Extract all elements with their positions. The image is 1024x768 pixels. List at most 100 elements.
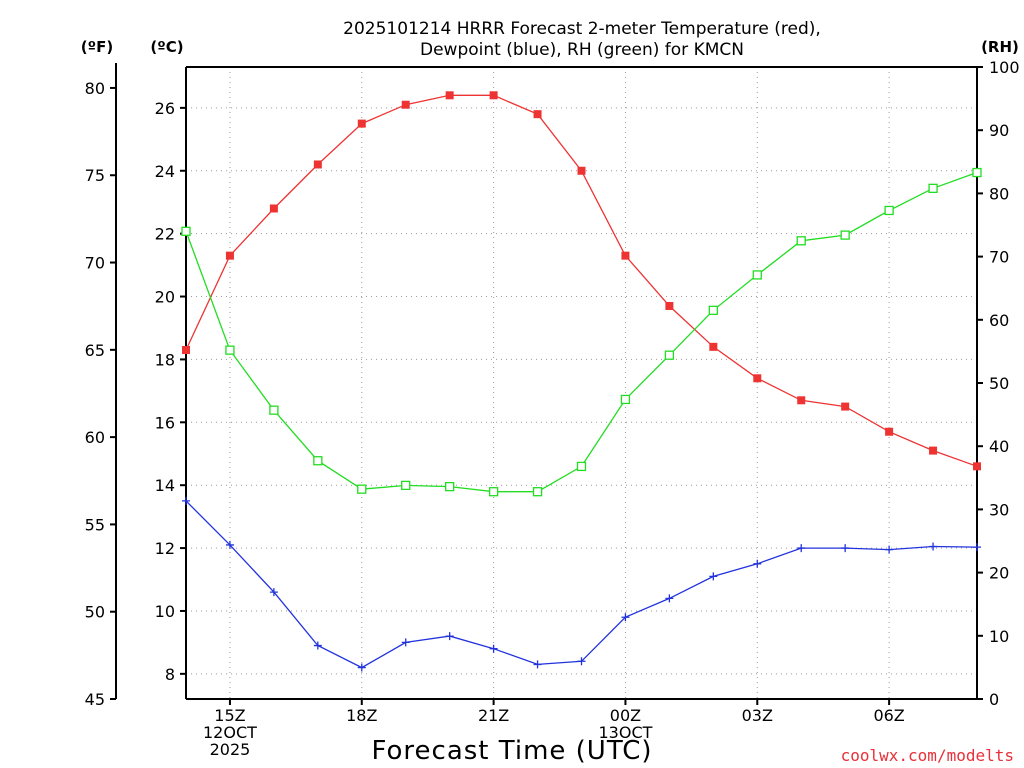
dewpoint-point xyxy=(797,544,806,553)
fahrenheit-tick-label: 45 xyxy=(85,690,105,709)
dewpoint-point xyxy=(445,632,454,641)
temperature-point xyxy=(489,91,498,100)
dewpoint-point xyxy=(357,663,366,672)
dewpoint-point xyxy=(753,559,762,568)
temperature-point xyxy=(885,427,894,436)
dewpoint-point xyxy=(577,657,586,666)
rh-point xyxy=(840,230,850,240)
rh-point xyxy=(620,394,631,405)
temperature-point xyxy=(797,396,806,405)
grid xyxy=(186,67,977,699)
rh-point xyxy=(576,461,587,472)
rh-point xyxy=(269,405,279,415)
temperature-point xyxy=(973,462,981,471)
x-axis-label: Forecast Time (UTC) xyxy=(371,736,652,766)
fahrenheit-tick-label: 80 xyxy=(85,79,105,98)
temperature-point xyxy=(357,119,366,128)
x-tick-label: 21Z xyxy=(478,706,509,725)
rh-point xyxy=(225,345,235,355)
dewpoint-point xyxy=(489,644,498,653)
dewpoint-point xyxy=(665,594,674,603)
rh-point xyxy=(796,236,806,246)
celsius-tick-label: 26 xyxy=(155,99,175,118)
rh-point xyxy=(928,183,938,193)
celsius-tick-label: 18 xyxy=(155,350,175,369)
celsius-tick-label: 20 xyxy=(155,288,175,307)
dewpoint-line xyxy=(185,500,978,669)
celsius-tick-label: 12 xyxy=(155,539,175,558)
rh-point xyxy=(884,205,894,216)
dewpoint-point xyxy=(973,543,981,552)
x-tick-label: 12OCT xyxy=(203,723,257,742)
x-tick-label: 13OCT xyxy=(598,723,652,742)
dewpoint-point xyxy=(885,545,894,554)
rh-tick-label: 40 xyxy=(989,437,1009,456)
rh-point xyxy=(181,226,191,236)
celsius-unit-label: (ºC) xyxy=(150,38,183,56)
temperature-point xyxy=(401,100,410,109)
temperature-point xyxy=(665,301,674,310)
celsius-tick-label: 24 xyxy=(155,162,175,181)
chart-title: 2025101214 HRRR Forecast 2-meter Tempera… xyxy=(343,19,821,60)
dewpoint-point xyxy=(225,540,234,549)
celsius-tick-label: 16 xyxy=(155,413,175,432)
temperature-point xyxy=(445,91,454,100)
rh-tick-label: 60 xyxy=(989,311,1009,330)
dewpoint-point xyxy=(401,638,410,647)
dewpoint-point xyxy=(269,588,278,597)
x-tick-label: 18Z xyxy=(346,706,377,725)
rh-point xyxy=(532,487,543,497)
rh-point xyxy=(972,167,982,178)
fahrenheit-tick-label: 55 xyxy=(85,515,105,534)
dewpoint-point xyxy=(182,496,190,505)
x-tick-label: 00Z xyxy=(610,706,641,725)
rh-line xyxy=(185,171,978,493)
fahrenheit-tick-label: 75 xyxy=(85,166,105,185)
dewpoint-point xyxy=(313,641,322,650)
chart-title-line-2: Dewpoint (blue), RH (green) for KMCN xyxy=(420,40,744,60)
temperature-point xyxy=(753,374,762,383)
rh-point xyxy=(445,481,455,492)
rh-tick-label: 30 xyxy=(989,500,1009,519)
x-tick-label: 06Z xyxy=(873,706,904,725)
axes: 45 50 55 60 65 70 75 80 8 10 12 14 16 18 20 22 24 26 0 10 20… xyxy=(85,58,1020,759)
temperature-point xyxy=(841,402,850,411)
celsius-tick-label: 8 xyxy=(165,665,175,684)
fahrenheit-tick-label: 70 xyxy=(85,254,105,273)
rh-tick-label: 80 xyxy=(989,184,1009,203)
x-tick-label: 03Z xyxy=(742,706,773,725)
rh-point xyxy=(752,270,762,280)
dewpoint-point xyxy=(841,544,850,553)
dewpoint-point xyxy=(929,542,938,551)
rh-tick-label: 50 xyxy=(989,374,1009,393)
rh-tick-label: 20 xyxy=(989,564,1009,583)
temperature-point xyxy=(709,342,718,351)
dewpoint-point xyxy=(533,660,542,669)
dewpoint-point xyxy=(621,613,630,622)
temperature-point xyxy=(577,166,586,175)
rh-point xyxy=(313,456,323,466)
fahrenheit-unit-label: (ºF) xyxy=(81,38,113,56)
temperature-point xyxy=(929,446,938,455)
x-tick-label: 2025 xyxy=(210,740,251,759)
credit-text[interactable]: coolwx.com/modelts xyxy=(841,746,1014,765)
fahrenheit-tick-label: 60 xyxy=(85,428,105,447)
temperature-line xyxy=(185,94,978,467)
rh-tick-label: 70 xyxy=(989,248,1009,267)
fahrenheit-tick-label: 65 xyxy=(85,341,105,360)
celsius-tick-label: 10 xyxy=(155,602,175,621)
rh-point xyxy=(357,484,367,494)
rh-point xyxy=(708,305,718,315)
rh-tick-label: 100 xyxy=(989,58,1020,77)
x-tick-label: 15Z xyxy=(214,706,245,725)
fahrenheit-tick-label: 50 xyxy=(85,603,105,622)
rh-tick-label: 10 xyxy=(989,627,1009,646)
rh-point xyxy=(664,350,675,360)
rh-unit-label: (RH) xyxy=(981,38,1019,56)
rh-tick-label: 90 xyxy=(989,121,1009,140)
temperature-point xyxy=(225,251,234,260)
rh-point xyxy=(401,480,411,491)
rh-point xyxy=(488,487,499,497)
temperature-point xyxy=(533,110,542,119)
